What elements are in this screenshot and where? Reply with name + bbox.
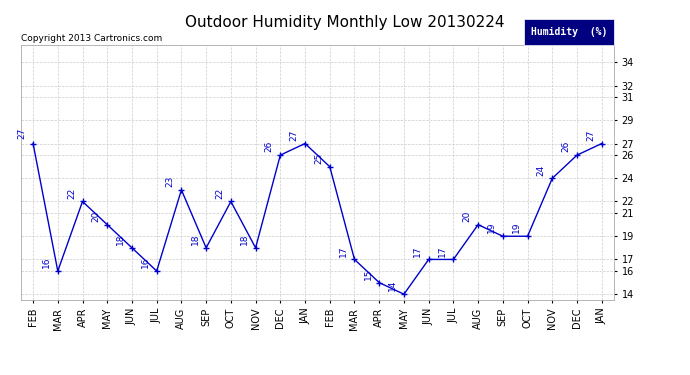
Text: Humidity  (%): Humidity (%) [531,27,607,37]
Text: 26: 26 [562,141,571,152]
Text: 27: 27 [586,129,595,141]
Text: 23: 23 [166,176,175,187]
Text: 20: 20 [462,210,471,222]
Text: 16: 16 [141,257,150,268]
Text: 18: 18 [190,234,199,245]
Text: Outdoor Humidity Monthly Low 20130224: Outdoor Humidity Monthly Low 20130224 [185,15,505,30]
Text: 27: 27 [17,128,26,140]
Text: 24: 24 [537,164,546,176]
Text: 27: 27 [289,129,299,141]
Text: 26: 26 [265,141,274,152]
Text: 17: 17 [413,245,422,256]
Text: 19: 19 [487,222,496,234]
Text: 25: 25 [314,153,323,164]
Text: 20: 20 [92,210,101,222]
Text: 15: 15 [364,268,373,280]
Text: 17: 17 [339,245,348,256]
Text: 22: 22 [67,188,76,199]
Text: 17: 17 [437,245,447,256]
Text: 16: 16 [42,257,51,268]
Text: 22: 22 [215,188,224,199]
Text: 18: 18 [240,234,249,245]
Text: 14: 14 [388,280,397,291]
Text: Copyright 2013 Cartronics.com: Copyright 2013 Cartronics.com [21,34,162,43]
Text: 18: 18 [117,234,126,245]
Text: 19: 19 [512,222,521,234]
